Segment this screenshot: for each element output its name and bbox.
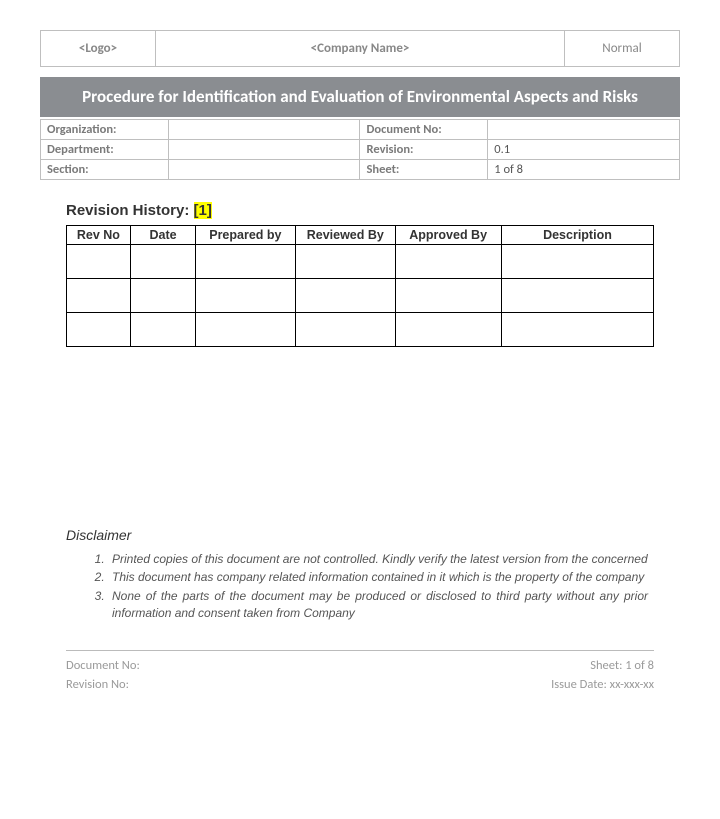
footer-issue-date: Issue Date: xx-xxx-xx <box>551 676 654 695</box>
table-cell <box>395 278 501 312</box>
table-row <box>66 312 654 346</box>
table-cell <box>395 312 501 346</box>
table-cell <box>66 278 131 312</box>
table-cell <box>501 312 654 346</box>
table-cell <box>131 278 196 312</box>
meta-dept-value <box>168 139 360 159</box>
footer-divider <box>66 650 654 651</box>
meta-section-label: Section: <box>41 159 169 179</box>
meta-rev-label: Revision: <box>360 139 488 159</box>
meta-org-label: Organization: <box>41 119 169 139</box>
revision-history-highlight: [1] <box>194 202 212 219</box>
meta-sheet-value: 1 of 8 <box>488 159 680 179</box>
table-cell <box>131 312 196 346</box>
table-cell <box>195 312 295 346</box>
table-cell <box>195 278 295 312</box>
meta-dept-label: Department: <box>41 139 169 159</box>
table-cell <box>66 312 131 346</box>
meta-docno-value <box>488 119 680 139</box>
meta-org-value <box>168 119 360 139</box>
disclaimer-list: Printed copies of this document are not … <box>108 551 648 623</box>
table-cell <box>195 244 295 278</box>
rev-col-header: Description <box>501 225 654 244</box>
table-cell <box>131 244 196 278</box>
document-title: Procedure for Identification and Evaluat… <box>40 77 680 117</box>
rev-col-header: Reviewed By <box>295 225 395 244</box>
table-cell <box>501 244 654 278</box>
table-row <box>66 278 654 312</box>
table-row <box>66 244 654 278</box>
table-cell <box>66 244 131 278</box>
table-cell <box>501 278 654 312</box>
meta-rev-value: 0.1 <box>488 139 680 159</box>
footer-revno: Revision No: <box>66 676 140 695</box>
header-company-name: <Company Name> <box>156 31 565 67</box>
footer: Document No: Revision No: Sheet: 1 of 8 … <box>66 657 654 695</box>
footer-sheet: Sheet: 1 of 8 <box>551 657 654 676</box>
table-cell <box>295 278 395 312</box>
table-cell <box>395 244 501 278</box>
revision-history-prefix: Revision History: <box>66 202 194 219</box>
disclaimer-item: None of the parts of the document may be… <box>108 588 648 623</box>
revision-history-table: Rev NoDatePrepared byReviewed ByApproved… <box>66 225 655 347</box>
rev-col-header: Prepared by <box>195 225 295 244</box>
footer-docno: Document No: <box>66 657 140 676</box>
rev-col-header: Rev No <box>66 225 131 244</box>
header-logo: <Logo> <box>41 31 156 67</box>
disclaimer-heading: Disclaimer <box>66 527 680 543</box>
header-table: <Logo> <Company Name> Normal <box>40 30 680 67</box>
disclaimer-item: Printed copies of this document are not … <box>108 551 648 568</box>
rev-col-header: Approved By <box>395 225 501 244</box>
header-normal: Normal <box>564 31 679 67</box>
rev-col-header: Date <box>131 225 196 244</box>
meta-section-value <box>168 159 360 179</box>
table-cell <box>295 312 395 346</box>
meta-table: Organization: Document No: Department: R… <box>40 119 680 180</box>
table-cell <box>295 244 395 278</box>
disclaimer-item: This document has company related inform… <box>108 569 648 586</box>
footer-right: Sheet: 1 of 8 Issue Date: xx-xxx-xx <box>551 657 654 695</box>
meta-docno-label: Document No: <box>360 119 488 139</box>
meta-sheet-label: Sheet: <box>360 159 488 179</box>
revision-history-heading: Revision History: [1] <box>66 202 680 219</box>
footer-left: Document No: Revision No: <box>66 657 140 695</box>
